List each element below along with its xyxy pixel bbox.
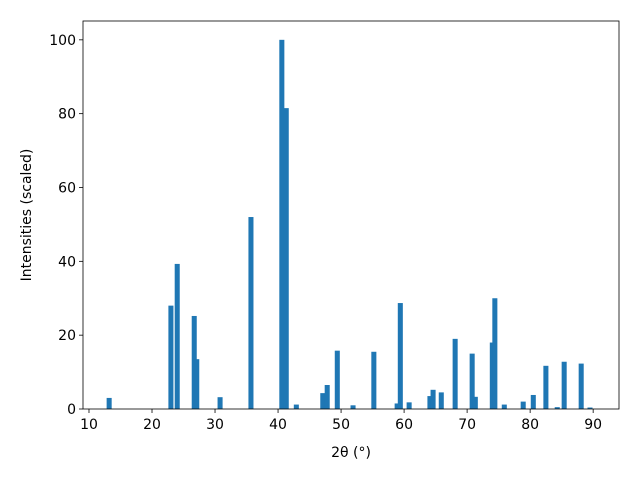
bar <box>472 396 478 409</box>
bar <box>324 385 330 409</box>
bar <box>578 363 584 409</box>
bar <box>279 39 285 409</box>
y-tick-label: 20 <box>58 328 76 344</box>
bar <box>406 402 412 409</box>
bar <box>248 217 254 409</box>
bar <box>168 305 174 409</box>
bar <box>543 365 549 409</box>
x-axis-label: 2θ (°) <box>331 445 371 461</box>
bar <box>350 405 356 409</box>
x-tick-label: 50 <box>332 417 350 433</box>
bar <box>427 396 433 409</box>
bar <box>554 407 560 409</box>
x-tick-label: 40 <box>269 417 287 433</box>
x-tick-label: 30 <box>206 417 224 433</box>
y-tick-label: 80 <box>58 107 76 123</box>
bar <box>587 407 593 409</box>
bar <box>430 389 436 409</box>
bar <box>293 404 299 409</box>
bar <box>492 298 498 409</box>
x-tick-label: 70 <box>458 417 476 433</box>
y-tick-label: 100 <box>49 33 76 49</box>
y-tick-label: 40 <box>58 254 76 270</box>
y-axis-label: Intensities (scaled) <box>19 149 35 282</box>
plot-frame <box>82 20 620 410</box>
bar <box>174 263 180 409</box>
bar <box>501 404 507 409</box>
bar <box>394 403 400 409</box>
bar <box>283 108 289 410</box>
x-tick-label: 10 <box>80 417 98 433</box>
y-tick-label: 60 <box>58 180 76 196</box>
y-tick-label: 0 <box>67 402 76 418</box>
x-tick-label: 90 <box>584 417 602 433</box>
bar <box>217 397 223 409</box>
bar <box>452 338 458 409</box>
x-tick-label: 80 <box>521 417 539 433</box>
bar <box>106 397 112 409</box>
bar <box>530 394 536 409</box>
bar <box>438 392 444 409</box>
bar <box>371 351 377 409</box>
bar <box>334 350 340 409</box>
x-tick-label: 60 <box>395 417 413 433</box>
bar <box>520 401 526 409</box>
bar <box>469 353 475 409</box>
bar <box>397 303 403 409</box>
x-tick-label: 20 <box>143 417 161 433</box>
bar <box>561 361 567 409</box>
bar <box>194 359 200 409</box>
bar <box>320 393 326 409</box>
